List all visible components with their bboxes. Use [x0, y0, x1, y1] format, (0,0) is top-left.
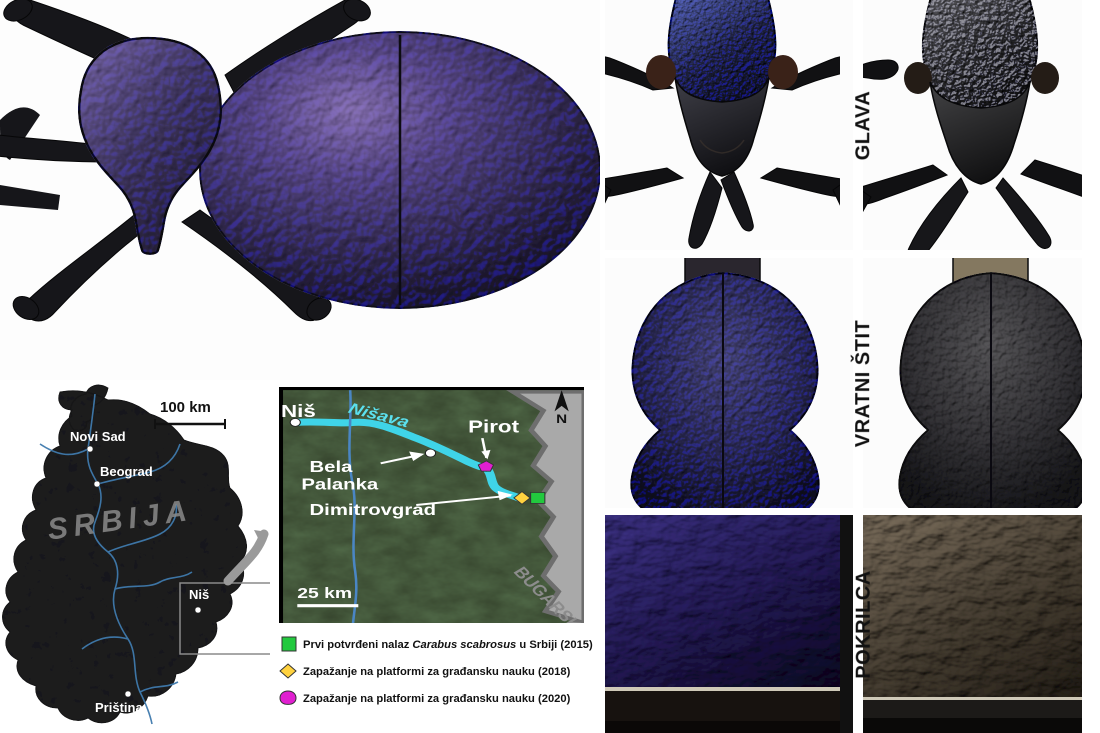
svg-text:Bela: Bela [310, 458, 354, 475]
svg-text:Palanka: Palanka [301, 475, 379, 492]
svg-text:Zapažanje na platformi za građ: Zapažanje na platformi za građansku nauk… [303, 693, 571, 705]
svg-text:Beograd: Beograd [100, 464, 153, 479]
svg-text:Pirot: Pirot [468, 418, 519, 437]
svg-text:Zapažanje na platformi za građ: Zapažanje na platformi za građansku nauk… [303, 666, 571, 678]
svg-text:Niš: Niš [281, 402, 316, 421]
svg-text:25 km: 25 km [297, 584, 352, 601]
svg-text:Novi Sad: Novi Sad [70, 429, 126, 444]
svg-text:N: N [556, 413, 567, 426]
svg-text:Dimitrovgrad: Dimitrovgrad [310, 501, 436, 518]
svg-text:Prvi potvrđeni nalaz Carabus s: Prvi potvrđeni nalaz Carabus scabrosus u… [303, 639, 593, 651]
svg-text:Niš: Niš [189, 587, 209, 602]
svg-text:100 km: 100 km [160, 399, 211, 416]
svg-text:Priština: Priština [95, 700, 143, 715]
